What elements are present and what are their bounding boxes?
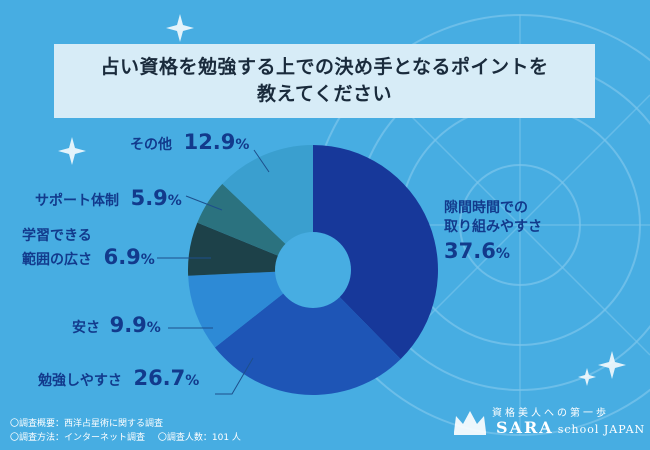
- label-benkyo-unit: %: [185, 373, 200, 389]
- label-hanni-line2: 範囲の広さ: [22, 252, 92, 268]
- label-sukima-unit: %: [495, 246, 510, 262]
- footer-count-text: 〇調査人数：101 人: [157, 433, 241, 443]
- sara-school-logo: 資格美人への第一歩 SARA school JAPAN: [452, 404, 645, 442]
- logo-brand-rest: school JAPAN: [557, 423, 646, 436]
- title-box: 占い資格を勉強する上での決め手となるポイントを 教えてください: [54, 44, 595, 118]
- label-benkyo-value: 26.7: [133, 366, 186, 390]
- label-sonota-unit: %: [235, 137, 250, 153]
- slice-sukima: [313, 145, 438, 360]
- footer-survey-method: 〇調査方法：インターネット調査 〇調査人数：101 人: [10, 430, 241, 443]
- label-yasusa-text: 安さ: [72, 320, 100, 336]
- label-support: サポート体制 5.9%: [35, 186, 182, 210]
- label-sukima-line1: 隙間時間での: [444, 200, 528, 216]
- label-yasusa-value: 9.9: [109, 313, 147, 337]
- slice-benkyo: [214, 270, 401, 395]
- label-benkyo-text: 勉強しやすさ: [38, 373, 122, 389]
- donut-hole: [275, 232, 351, 308]
- label-hanni-value: 6.9: [103, 245, 141, 269]
- footer-survey-outline: 〇調査概要：西洋占星術に関する調査: [10, 419, 164, 429]
- slice-sonota: [222, 145, 313, 270]
- label-yasusa: 安さ 9.9%: [72, 313, 161, 337]
- label-support-value: 5.9: [130, 186, 168, 210]
- label-benkyo: 勉強しやすさ 26.7%: [38, 366, 199, 390]
- label-hanni: 学習できる 範囲の広さ 6.9%: [22, 226, 155, 271]
- label-sonota: その他 12.9%: [130, 130, 249, 154]
- logo-tagline: 資格美人への第一歩: [492, 408, 609, 419]
- logo-brand-main: SARA: [496, 418, 554, 437]
- footer-method-text: 〇調査方法：インターネット調査: [10, 433, 146, 443]
- leader-sonota: [253, 149, 270, 173]
- label-hanni-line1: 学習できる: [22, 228, 92, 244]
- label-sukima-value: 37.6: [444, 239, 496, 263]
- label-sukima: 隙間時間での 取り組みやすさ 37.6%: [444, 199, 542, 263]
- label-sukima-line2: 取り組みやすさ: [444, 219, 542, 235]
- title-line-1: 占い資格を勉強する上での決め手となるポイントを: [100, 56, 549, 78]
- label-sonota-value: 12.9: [183, 130, 236, 154]
- label-sonota-text: その他: [130, 137, 172, 153]
- leader-support: [185, 195, 223, 211]
- label-hanni-unit: %: [140, 252, 155, 268]
- label-support-unit: %: [167, 193, 182, 209]
- label-yasusa-unit: %: [146, 320, 161, 336]
- logo-brand: SARA school JAPAN: [496, 418, 645, 437]
- crown-icon: [454, 411, 486, 435]
- label-support-text: サポート体制: [35, 193, 119, 209]
- leader-benkyo: [215, 357, 254, 395]
- title-line-2: 教えてください: [257, 83, 392, 105]
